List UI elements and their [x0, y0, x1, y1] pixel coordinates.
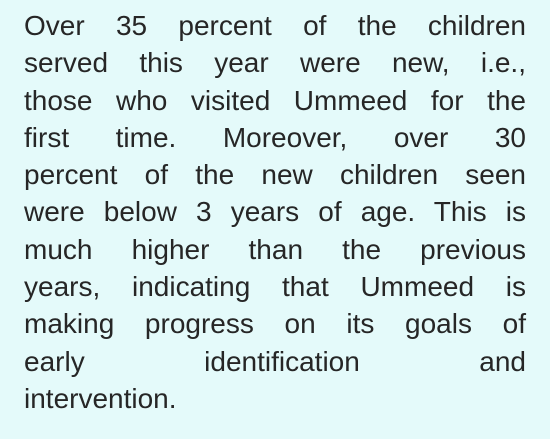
- text-line: served this year were new, i.e.,: [24, 47, 526, 79]
- text-line: were below 3 years of age. This is: [24, 196, 526, 228]
- text-line: intervention.: [24, 382, 177, 414]
- text-line: percent of the new children seen: [24, 159, 526, 191]
- text-line: Over 35 percent of the children: [24, 10, 526, 41]
- text-line: making progress on its goals of: [24, 308, 526, 340]
- text-line: much higher than the previous: [24, 233, 526, 265]
- text-line: first time. Moreover, over 30: [24, 121, 526, 153]
- text-line: years, indicating that Ummeed is: [24, 271, 526, 303]
- text-line: those who visited Ummeed for the: [24, 84, 526, 116]
- text-line: early identification and: [24, 345, 526, 377]
